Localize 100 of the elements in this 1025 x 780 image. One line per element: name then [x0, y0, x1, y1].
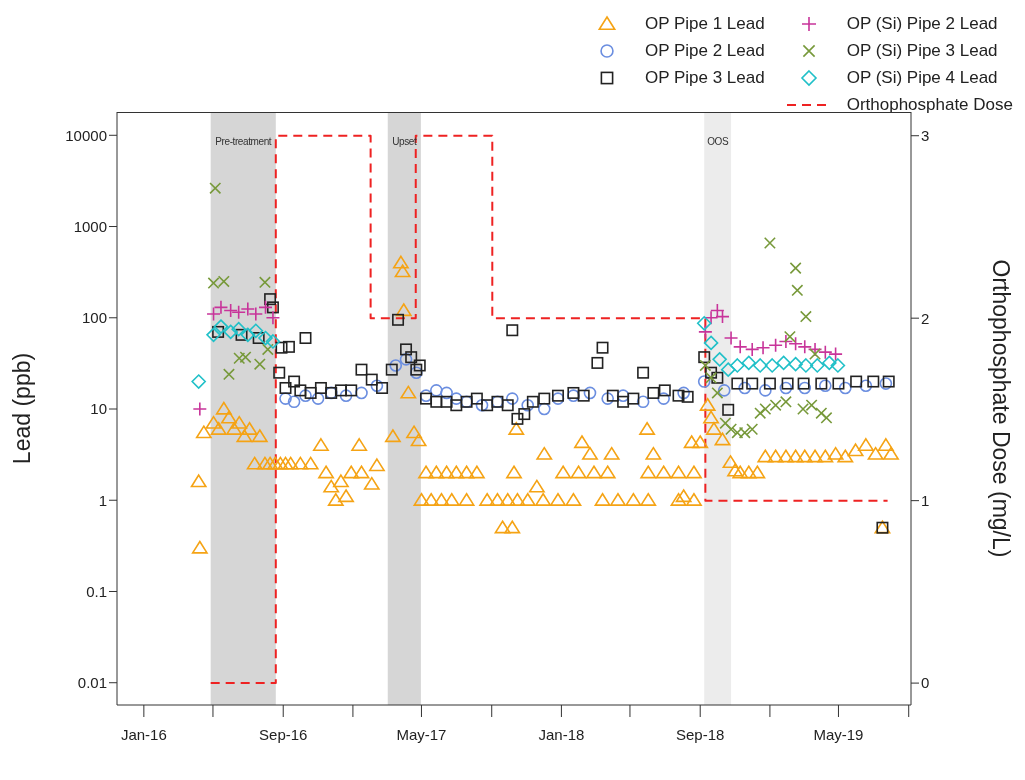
point: [258, 330, 273, 346]
legend-label: OP (Si) Pipe 3 Lead: [846, 40, 998, 61]
y-tick-label: 10000: [65, 126, 107, 144]
point: [768, 337, 783, 353]
point: [231, 304, 246, 320]
point: [206, 306, 221, 322]
point: [805, 399, 818, 412]
point: [754, 407, 767, 420]
legend-label: OP (Si) Pipe 4 Lead: [846, 67, 998, 88]
legend-label: OP Pipe 1 Lead: [644, 13, 765, 34]
point: [712, 352, 727, 367]
point: [399, 353, 413, 366]
point: [755, 340, 771, 355]
point: [698, 324, 713, 340]
point: [725, 423, 738, 436]
band-label: Upset: [392, 136, 418, 148]
point: [636, 395, 650, 409]
point: [759, 403, 772, 416]
point: [355, 386, 368, 400]
point: [209, 182, 222, 195]
point: [730, 358, 745, 373]
point: [231, 321, 246, 337]
point: [778, 334, 794, 349]
point: [741, 355, 757, 371]
point: [717, 384, 731, 397]
point: [697, 375, 711, 388]
point: [764, 358, 780, 373]
point: [703, 335, 719, 351]
point: [223, 324, 238, 340]
point: [217, 275, 230, 288]
point: [788, 356, 803, 372]
point: [239, 351, 252, 364]
point: [207, 277, 220, 290]
point: [311, 392, 325, 405]
point: [752, 358, 768, 373]
point: [818, 344, 833, 360]
point: [206, 327, 221, 343]
y-tick-label: 10: [90, 400, 107, 418]
point: [287, 395, 301, 409]
point: [410, 366, 423, 380]
point: [253, 358, 266, 371]
point: [769, 399, 782, 412]
point: [798, 381, 812, 395]
y-tick-label: 0.01: [77, 674, 107, 692]
point: [797, 339, 813, 355]
point: [475, 398, 489, 412]
point: [822, 355, 837, 371]
point: [703, 310, 719, 326]
point: [213, 300, 229, 315]
legend-label: OP (Si) Pipe 2 Lead: [846, 13, 998, 34]
point: [429, 384, 443, 397]
point: [830, 358, 846, 373]
point: [744, 342, 760, 357]
point: [258, 300, 273, 315]
point: [677, 386, 690, 400]
x-tick-label: Sep-16: [259, 725, 308, 743]
band-label: OOS: [707, 136, 729, 148]
x-tick-label: May-19: [813, 725, 864, 743]
point: [521, 398, 535, 412]
point: [815, 407, 828, 420]
point: [265, 310, 281, 326]
point: [233, 352, 246, 365]
band-label: Pre-treatment: [215, 136, 272, 148]
point: [818, 379, 832, 393]
point: [279, 392, 292, 405]
point: [240, 327, 256, 343]
point: [828, 346, 843, 362]
point: [738, 381, 752, 395]
point: [261, 343, 274, 356]
point: [339, 389, 353, 402]
point: [720, 362, 736, 377]
point: [859, 379, 873, 393]
point: [738, 426, 751, 439]
x-tick-label: Jan-16: [120, 725, 167, 743]
x-tick-label: Sep-18: [676, 725, 725, 743]
point: [192, 401, 208, 417]
legend-label: OP Pipe 3 Lead: [644, 67, 765, 88]
y-tick-label: 1: [98, 491, 107, 509]
point: [763, 236, 776, 249]
point: [223, 303, 238, 318]
y-tick-label: 100: [81, 309, 107, 327]
point: [299, 389, 312, 402]
x-tick-label: Jan-18: [538, 725, 585, 743]
point: [731, 426, 744, 439]
y2-tick-label: 1: [921, 491, 930, 509]
point: [791, 284, 804, 297]
point: [657, 392, 670, 405]
point: [797, 403, 810, 416]
point: [820, 411, 833, 424]
y2-tick-label: 0: [921, 674, 930, 692]
y-tick-label: 1000: [73, 217, 107, 235]
point: [798, 358, 814, 373]
point: [789, 262, 802, 275]
y2-tick-label: 3: [921, 127, 930, 145]
point: [389, 359, 403, 372]
point: [222, 368, 235, 381]
y2-axis-title: Orthophosphate Dose (mg/L): [987, 259, 1014, 558]
point: [449, 392, 463, 405]
point: [788, 336, 803, 351]
point: [583, 386, 597, 400]
